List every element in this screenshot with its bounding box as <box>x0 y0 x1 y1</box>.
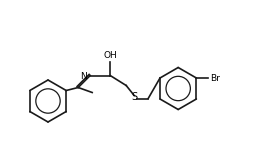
Text: S: S <box>131 91 137 101</box>
Text: N: N <box>81 72 87 81</box>
Text: OH: OH <box>103 50 117 60</box>
Text: Br: Br <box>210 73 220 82</box>
